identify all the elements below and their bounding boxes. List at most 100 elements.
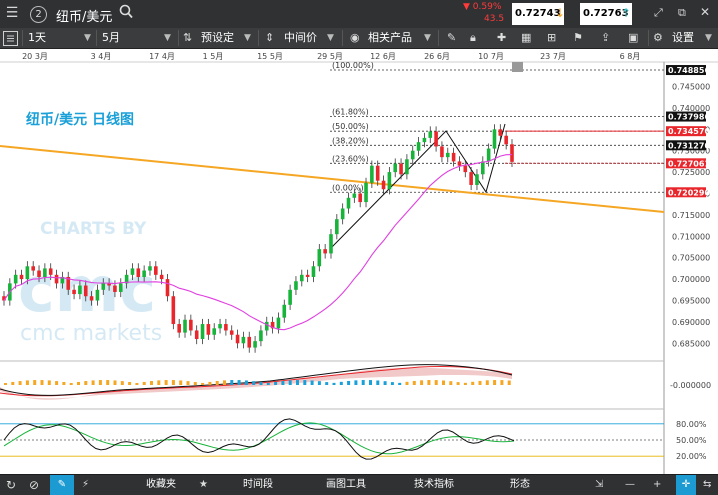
watermark-bottom-text: cmc markets bbox=[20, 321, 162, 346]
price-tick-label: 0.740000 bbox=[672, 104, 710, 113]
related-chevron-down-icon[interactable]: ▼ bbox=[424, 33, 431, 43]
candle-body bbox=[416, 142, 421, 151]
crosshair-mode-icon[interactable]: ✛ bbox=[676, 475, 696, 495]
macd-histogram-bar bbox=[193, 382, 197, 385]
candle-body bbox=[83, 285, 88, 297]
settings-button[interactable]: 设置 bbox=[672, 31, 694, 44]
star-icon[interactable]: ★ bbox=[199, 479, 208, 490]
gear-icon[interactable]: ⚙ bbox=[653, 31, 663, 44]
candle-body bbox=[229, 330, 234, 335]
candle-body bbox=[66, 276, 71, 290]
indicators-button[interactable]: 技术指标 bbox=[414, 479, 454, 490]
interval-chevron-down-icon[interactable]: ▼ bbox=[84, 33, 91, 43]
time-tick-label: 29 5月 bbox=[317, 52, 343, 61]
drawing-style-icon[interactable]: ✎ bbox=[447, 31, 457, 44]
sell-price-box[interactable]: 0.72743 bbox=[512, 3, 564, 25]
orange-trendline bbox=[0, 145, 665, 213]
scroll-icon[interactable]: ⇆ bbox=[703, 479, 712, 490]
candle-body bbox=[177, 324, 181, 333]
instrument-name[interactable]: 纽币/美元 bbox=[56, 10, 113, 25]
candle-body bbox=[399, 163, 403, 175]
buy-price-box[interactable]: 0.72763 bbox=[580, 3, 632, 25]
mid-price-button[interactable]: 中间价 bbox=[284, 31, 317, 44]
workspace-number-badge[interactable]: 2 bbox=[30, 6, 47, 23]
macd-histogram-bar bbox=[208, 381, 212, 385]
candle-body bbox=[294, 281, 298, 290]
cmc-watermark: CHARTS BY cmc cmc markets bbox=[18, 219, 162, 346]
candle-body bbox=[130, 268, 135, 275]
macd-histogram-bar bbox=[157, 380, 161, 385]
zoom-out-icon[interactable]: — bbox=[625, 479, 635, 490]
favorites-button[interactable]: 收藏夹 bbox=[146, 479, 176, 490]
chart-area[interactable]: 20 3月 3 4月 17 4月 1 5月 15 5月 29 5月 12 6月 26 6月 10… bbox=[0, 49, 718, 474]
settings-chevron-down-icon[interactable]: ▼ bbox=[705, 33, 712, 43]
macd-histogram-bar bbox=[113, 380, 117, 385]
popout-icon[interactable]: ⧉ bbox=[678, 6, 686, 19]
price-flag-label: 0.748856 bbox=[668, 66, 710, 75]
macd-histogram-bar bbox=[354, 380, 358, 385]
range-chevron-down-icon[interactable]: ▼ bbox=[164, 33, 171, 43]
price-flag bbox=[666, 65, 706, 76]
crosshair-icon[interactable]: ✚ bbox=[497, 31, 507, 44]
macd-histogram-bar bbox=[471, 381, 475, 385]
patterns-button[interactable]: 形态 bbox=[510, 479, 530, 490]
mid-chevron-down-icon[interactable]: ▼ bbox=[327, 33, 334, 43]
candle-body bbox=[340, 208, 345, 220]
zoom-in-icon[interactable]: + bbox=[653, 479, 662, 490]
candle-body bbox=[101, 283, 106, 290]
macd-histogram-bar bbox=[478, 380, 482, 385]
stochastic-indicator-panel: 80.00% 50.00% 20.00% bbox=[0, 418, 707, 461]
panel-toggle-icon[interactable] bbox=[3, 31, 18, 46]
range-select[interactable]: 5月 bbox=[102, 31, 120, 44]
timeframe-button[interactable]: 时间段 bbox=[243, 479, 273, 490]
hamburger-icon[interactable]: ☰ bbox=[5, 5, 19, 21]
expand-icon[interactable]: ⤢ bbox=[654, 6, 663, 19]
candle-body bbox=[241, 336, 246, 344]
candle-body bbox=[264, 321, 269, 331]
interval-select[interactable]: 1天 bbox=[28, 31, 46, 44]
drawing-tools-button[interactable]: 画图工具 bbox=[326, 479, 366, 490]
candle-body bbox=[410, 150, 415, 160]
time-tick-label: 17 4月 bbox=[149, 52, 175, 61]
grid-icon[interactable]: ▦ bbox=[521, 31, 532, 44]
stoch-level-label: 50.00% bbox=[676, 436, 707, 445]
preset-button[interactable]: 预设定 bbox=[201, 31, 234, 44]
preset-chevron-down-icon[interactable]: ▼ bbox=[244, 33, 251, 43]
candle-body bbox=[247, 336, 252, 348]
fib-level-label: (38.20%) bbox=[332, 136, 369, 145]
candle-body bbox=[393, 163, 398, 173]
macd-histogram-bar bbox=[91, 380, 95, 385]
macd-histogram-bar bbox=[215, 381, 219, 385]
macd-histogram-bar bbox=[84, 381, 88, 385]
candle-body bbox=[206, 324, 211, 335]
time-tick-label: 3 4月 bbox=[91, 52, 112, 61]
hide-icon[interactable]: ⊘ bbox=[29, 478, 40, 492]
macd-histogram-bar bbox=[69, 382, 73, 385]
pencil-icon[interactable]: ✎ bbox=[50, 475, 74, 495]
macd-histogram-bar bbox=[463, 382, 467, 385]
macd-histogram-bar bbox=[11, 381, 15, 385]
candle-body bbox=[13, 274, 18, 284]
related-products-button[interactable]: 相关产品 bbox=[368, 31, 412, 44]
candle-body bbox=[136, 268, 141, 277]
candle-body bbox=[189, 319, 193, 331]
candle-body bbox=[183, 319, 187, 333]
candle-body bbox=[387, 172, 392, 190]
flag-icon[interactable]: ⚑ bbox=[573, 31, 583, 44]
search-icon[interactable] bbox=[119, 4, 133, 24]
lock-icon[interactable]: 🔒︎ bbox=[470, 31, 476, 44]
macd-histogram-bar bbox=[237, 380, 241, 385]
moving-average-line bbox=[3, 154, 513, 331]
candle-body bbox=[434, 131, 438, 147]
price-chart-svg[interactable]: 20 3月 3 4月 17 4月 1 5月 15 5月 29 5月 12 6月 26 6月 10… bbox=[0, 49, 718, 474]
price-tick-label: 0.715000 bbox=[672, 211, 710, 220]
scale-icon[interactable]: ⊞ bbox=[547, 31, 557, 44]
draw-style-icon[interactable]: ⚡ bbox=[82, 479, 90, 490]
macd-histogram-bar bbox=[120, 381, 124, 385]
fib-level-label: (0.00%) bbox=[332, 183, 364, 192]
screenshot-icon[interactable]: ▣ bbox=[628, 31, 639, 44]
close-icon[interactable]: ✕ bbox=[700, 5, 711, 19]
zoom-fit-icon[interactable]: ⇲ bbox=[595, 479, 604, 490]
share-icon[interactable]: ⇪ bbox=[601, 31, 611, 44]
reset-icon[interactable]: ↻ bbox=[6, 478, 17, 492]
